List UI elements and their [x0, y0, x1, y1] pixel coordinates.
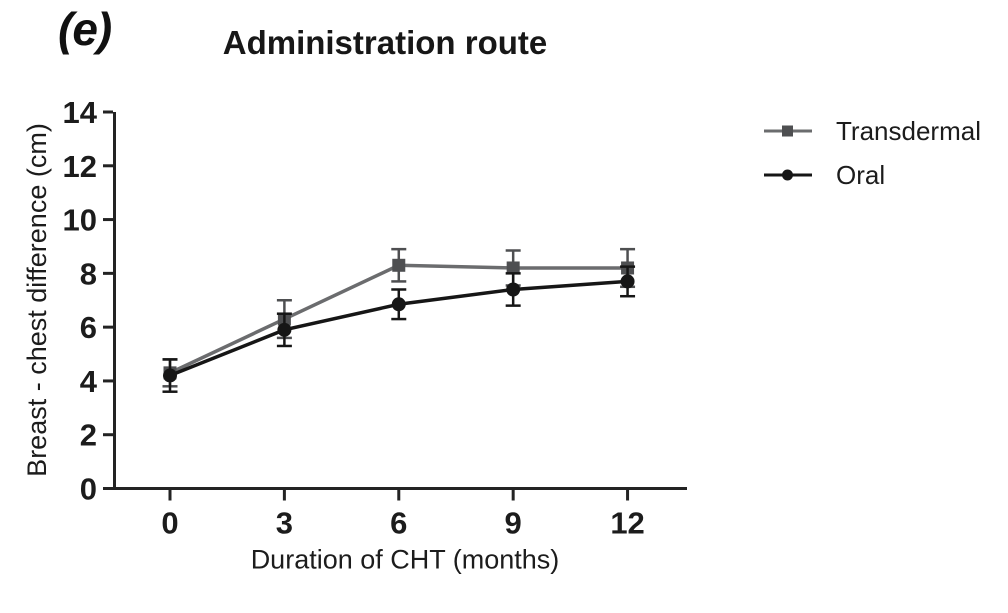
x-tick-label: 3 [276, 506, 293, 541]
data-point-square [506, 261, 520, 275]
y-tick-label: 8 [80, 256, 97, 291]
series-oral [162, 265, 636, 393]
data-point-circle [277, 322, 292, 337]
x-tick-label: 0 [161, 506, 178, 541]
data-point-circle [163, 368, 177, 383]
chart-title: Administration route [222, 24, 548, 61]
legend-item-oral: Oral [764, 162, 981, 188]
transdermal-line-marker-icon [764, 125, 812, 137]
y-tick-label: 4 [80, 364, 98, 399]
data-point-square [392, 258, 406, 272]
y-tick-label: 10 [63, 203, 97, 238]
oral-line-marker-icon [764, 169, 812, 181]
x-tick-label: 12 [610, 506, 644, 541]
data-point-circle [391, 297, 406, 312]
y-tick-label: 0 [80, 472, 97, 507]
x-tick-label: 9 [505, 506, 522, 541]
y-tick-label: 6 [80, 310, 97, 345]
y-tick-label: 2 [80, 418, 97, 453]
axes: 0 2 4 6 8 10 12 14 0 3 6 9 12 Breast - chest differen… [22, 95, 687, 575]
data-point-circle [620, 274, 635, 289]
y-tick-label: 14 [63, 95, 98, 130]
data-point-circle [506, 282, 521, 297]
legend-label-transdermal: Transdermal [836, 116, 981, 146]
chart-legend: Transdermal Oral [764, 118, 981, 188]
x-tick-label: 6 [390, 506, 407, 541]
y-axis-title: Breast - chest difference (cm) [22, 123, 52, 477]
x-axis-title: Duration of CHT (months) [251, 545, 560, 575]
y-tick-label: 12 [63, 149, 97, 184]
legend-label-oral: Oral [836, 160, 886, 190]
panel-label: (e) [58, 3, 112, 55]
legend-item-transdermal: Transdermal [764, 118, 981, 144]
